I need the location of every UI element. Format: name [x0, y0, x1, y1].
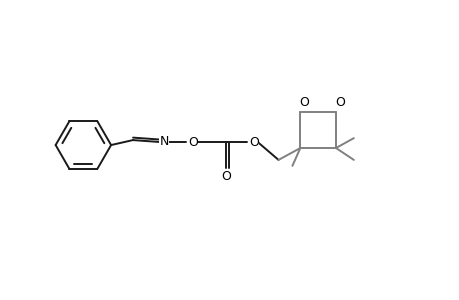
Text: O: O — [334, 96, 344, 109]
Text: O: O — [299, 96, 308, 109]
Text: O: O — [188, 136, 198, 148]
Text: O: O — [248, 136, 258, 148]
Text: O: O — [221, 170, 231, 183]
Text: N: N — [159, 135, 168, 148]
